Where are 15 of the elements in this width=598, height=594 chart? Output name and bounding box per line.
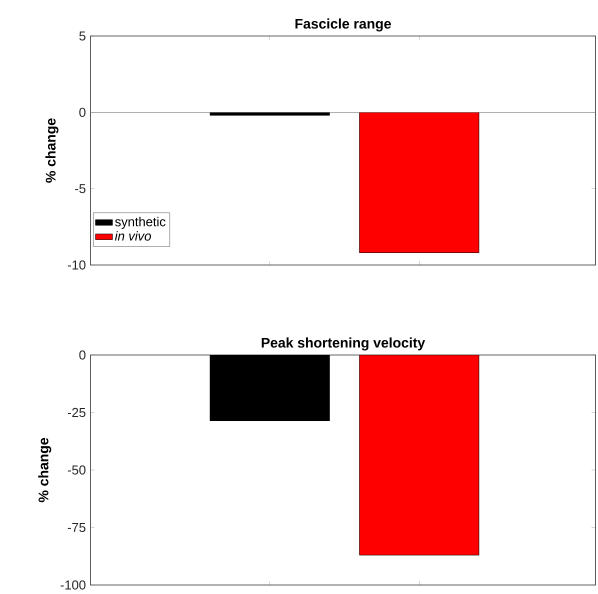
y-tick-label: -50 xyxy=(68,465,86,475)
y-tick-label: -5 xyxy=(75,184,86,194)
y-tick-label: -25 xyxy=(68,408,86,418)
chart-title: Fascicle range xyxy=(295,18,391,32)
y-axis-title: % change xyxy=(38,438,52,502)
y-tick-label: -75 xyxy=(68,522,86,532)
legend-label: synthetic xyxy=(115,216,166,229)
y-axis-title: % change xyxy=(45,118,58,183)
chart-title: Peak shortening velocity xyxy=(262,337,426,350)
y-tick-label: -10 xyxy=(68,260,86,270)
legend-label: in vivo xyxy=(114,231,152,241)
y-tick-label: 0 xyxy=(79,350,86,360)
y-tick-label: -100 xyxy=(60,580,86,590)
y-tick-label: 5 xyxy=(79,31,86,40)
y-tick-label: 0 xyxy=(79,108,86,117)
